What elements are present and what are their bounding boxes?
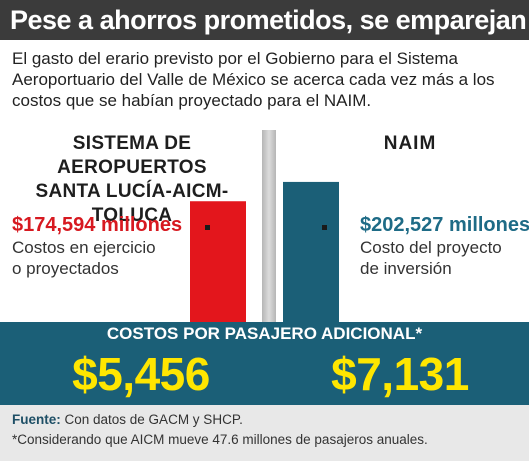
left-cost-per-passenger: $5,456 xyxy=(72,348,210,400)
bar-santa-lucia xyxy=(190,201,246,322)
footnote: *Considerando que AICM mueve 47.6 millon… xyxy=(12,432,428,447)
left-bar-desc-line2: o proyectados xyxy=(12,259,119,278)
right-bar-desc-line2: de inversión xyxy=(360,259,452,278)
band-title: COSTOS POR PASAJERO ADICIONAL* xyxy=(106,324,423,343)
source-line: Fuente: Con datos de GACM y SHCP. xyxy=(12,410,517,430)
cost-per-passenger-band xyxy=(0,322,529,405)
center-divider xyxy=(262,130,276,326)
right-bar-label: $202,527 millones Costo del proyecto de … xyxy=(360,213,529,279)
right-bar-desc-line1: Costo del proyecto xyxy=(360,238,502,257)
right-bar-value-label: $202,527 millones xyxy=(360,214,529,236)
right-heading: NAIM xyxy=(383,133,437,154)
bar-naim xyxy=(283,181,339,322)
left-bar-value-label: $174,594 millones xyxy=(12,214,183,236)
intro-text: El gasto del erario previsto por el Gobi… xyxy=(12,49,495,110)
footer: Fuente: Con datos de GACM y SHCP. *Consi… xyxy=(0,405,529,461)
source-text: Con datos de GACM y SHCP. xyxy=(60,412,243,427)
left-heading-line2: SANTA LUCÍA-AICM-TOLUCA xyxy=(35,181,229,226)
right-cost-per-passenger: $7,131 xyxy=(331,348,469,400)
source-label: Fuente: xyxy=(12,412,61,427)
left-bar-label: $174,594 millones Costos en ejercicio o … xyxy=(12,213,197,279)
page-title: Pese a ahorros prometidos, se emparejan xyxy=(0,0,529,40)
left-heading-line1: SISTEMA DE AEROPUERTOS xyxy=(57,133,207,178)
bar-marker-naim xyxy=(322,225,327,230)
bar-marker-santa-lucia xyxy=(205,225,210,230)
left-bar-desc-line1: Costos en ejercicio xyxy=(12,238,156,257)
left-heading: SISTEMA DE AEROPUERTOS SANTA LUCÍA-AICM-… xyxy=(12,132,252,228)
